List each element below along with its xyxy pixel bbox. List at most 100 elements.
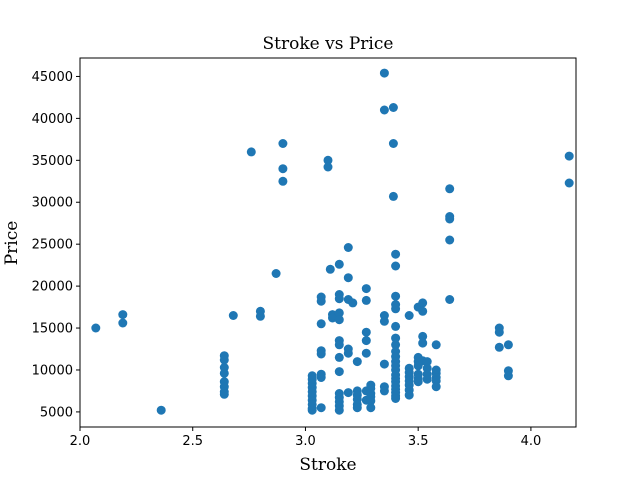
data-point <box>391 394 401 403</box>
y-tick-label: 30000 <box>32 196 73 211</box>
data-point <box>334 294 344 304</box>
data-point <box>503 371 513 381</box>
data-point <box>278 164 288 174</box>
data-point <box>219 389 229 399</box>
data-point <box>413 377 423 387</box>
data-point <box>271 269 281 278</box>
data-point <box>388 103 398 112</box>
data-point <box>494 327 504 337</box>
data-point <box>418 306 428 316</box>
data-point <box>278 176 288 186</box>
data-point <box>343 273 353 283</box>
data-point <box>564 178 574 188</box>
data-point <box>334 367 344 377</box>
data-point <box>334 352 344 362</box>
data-point <box>156 405 166 415</box>
data-point <box>361 327 371 337</box>
data-point <box>352 403 362 413</box>
data-point <box>219 368 229 378</box>
data-point <box>316 403 326 413</box>
data-point <box>445 184 455 194</box>
data-point <box>228 311 238 320</box>
data-point <box>316 373 326 382</box>
data-point <box>366 403 376 413</box>
chart-title: Stroke vs Price <box>263 34 394 54</box>
data-point <box>404 390 414 400</box>
data-point <box>431 382 441 392</box>
data-point <box>391 340 401 350</box>
data-point <box>503 340 513 350</box>
data-point <box>246 147 256 157</box>
data-point <box>391 261 401 271</box>
data-point <box>328 313 337 323</box>
data-point <box>391 321 401 331</box>
data-point <box>391 304 401 314</box>
x-axis-label: Stroke <box>299 455 356 475</box>
data-point <box>316 349 326 359</box>
data-point <box>391 249 401 259</box>
y-tick-label: 40000 <box>32 112 73 127</box>
data-point <box>334 405 344 415</box>
data-point <box>278 139 288 148</box>
data-point <box>255 311 265 321</box>
data-point <box>445 295 455 304</box>
y-axis-label: Price <box>2 221 22 266</box>
data-point <box>334 340 344 350</box>
data-point <box>334 308 344 318</box>
y-tick-label: 5000 <box>40 405 73 420</box>
data-point <box>219 355 229 365</box>
data-point <box>323 155 333 165</box>
data-point <box>316 296 326 306</box>
y-tick-label: 25000 <box>32 238 73 253</box>
data-point <box>348 298 358 308</box>
y-tick-label: 15000 <box>32 322 73 337</box>
y-tick-label: 45000 <box>32 70 73 85</box>
data-point <box>445 214 455 224</box>
x-tick-label: 2.0 <box>70 434 91 449</box>
x-axis: 2.0 2.5 3.0 3.5 4.0 <box>70 427 542 449</box>
data-point <box>388 191 398 201</box>
data-point <box>361 336 371 346</box>
data-point <box>379 359 389 369</box>
data-point <box>418 331 428 341</box>
y-axis: 5000 10000 15000 20000 25000 30000 35000 40000 4… <box>32 70 80 420</box>
data-point <box>366 396 376 406</box>
data-point <box>307 405 317 415</box>
data-point <box>334 315 344 325</box>
data-point <box>388 139 398 148</box>
data-point <box>91 323 101 333</box>
data-point <box>379 316 389 326</box>
data-point <box>418 338 428 348</box>
data-point <box>361 348 371 358</box>
plot-frame <box>79 57 577 428</box>
data-point <box>379 105 389 115</box>
x-tick-label: 3.0 <box>295 434 316 449</box>
data-point <box>431 340 441 350</box>
data-point <box>343 388 353 398</box>
data-point <box>404 311 414 320</box>
x-tick-label: 4.0 <box>521 434 542 449</box>
y-tick-label: 10000 <box>32 363 73 378</box>
data-point <box>418 298 428 308</box>
x-tick-label: 2.5 <box>182 434 203 449</box>
data-point <box>361 295 371 305</box>
data-point <box>118 318 128 328</box>
data-point <box>379 68 389 78</box>
y-tick-label: 20000 <box>32 280 73 295</box>
x-tick-label: 3.5 <box>408 434 429 449</box>
data-point <box>564 151 574 161</box>
data-point <box>422 357 432 367</box>
data-point <box>352 357 362 367</box>
points-layer <box>91 68 574 415</box>
data-point <box>494 342 504 352</box>
data-point <box>343 348 353 358</box>
data-point <box>379 386 389 396</box>
data-point <box>334 259 344 269</box>
data-point <box>323 162 333 172</box>
data-point <box>391 333 401 343</box>
data-point <box>422 374 432 384</box>
data-point <box>445 235 455 245</box>
y-tick-label: 35000 <box>32 154 73 169</box>
data-point <box>118 310 128 320</box>
data-point <box>325 264 335 274</box>
